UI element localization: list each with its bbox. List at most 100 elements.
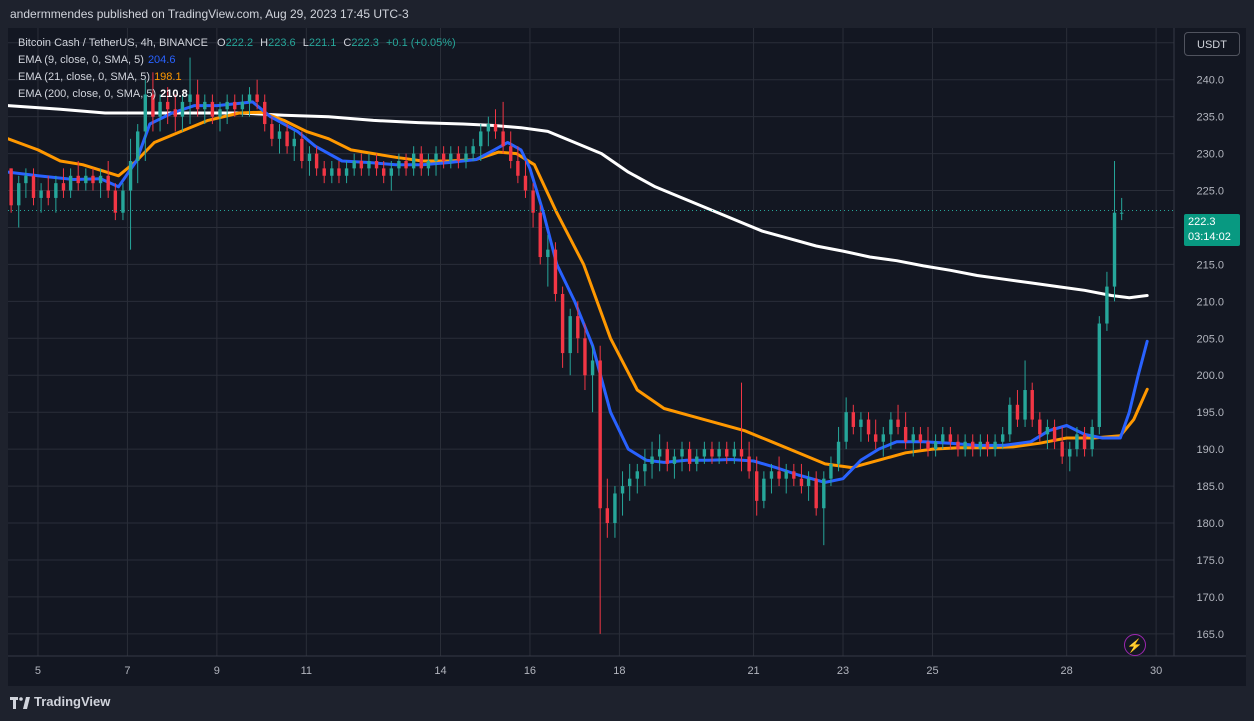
candle xyxy=(1112,160,1117,302)
ema21-label: EMA (21, close, 0, SMA, 5) xyxy=(18,71,151,83)
candle xyxy=(98,168,103,198)
candle xyxy=(493,109,498,139)
candle xyxy=(203,94,207,125)
candle xyxy=(24,168,28,198)
candle xyxy=(501,101,505,154)
candle xyxy=(851,404,856,435)
candle-body xyxy=(896,419,900,427)
candle-body xyxy=(158,101,162,117)
candle xyxy=(367,153,371,176)
candle xyxy=(948,426,953,450)
candle xyxy=(725,441,729,464)
candle xyxy=(784,463,788,494)
candle xyxy=(1045,419,1050,450)
candle-body xyxy=(1119,212,1124,214)
candle-body xyxy=(956,441,960,450)
candle-body xyxy=(762,478,766,501)
lightning-icon[interactable]: ⚡ xyxy=(1124,634,1146,656)
candle-body xyxy=(374,160,379,169)
ema21-row: EMA (21, close, 0, SMA, 5) 198.1 xyxy=(18,69,456,86)
candle xyxy=(836,426,841,472)
ema200-label: EMA (200, close, 0, SMA, 5) xyxy=(18,88,157,100)
candle-body xyxy=(635,471,639,479)
change-value: +0.1 (+0.05%) xyxy=(385,37,456,49)
candle-body xyxy=(568,316,572,354)
candle xyxy=(911,426,915,457)
candle xyxy=(531,183,535,228)
candle-body xyxy=(17,183,21,206)
candlestick-chart[interactable]: 165.0 170.0 175.0 180.0 185.0 190.0 195.0 200.0… xyxy=(8,28,1246,686)
candle-body xyxy=(918,434,923,442)
candle-body xyxy=(822,478,826,509)
candle xyxy=(263,94,267,132)
close-value: 222.3 xyxy=(351,37,379,49)
candle xyxy=(739,382,744,472)
candle-body xyxy=(747,456,751,472)
x-tick-label: 9 xyxy=(214,665,220,677)
candle-body xyxy=(851,412,856,427)
candle-body xyxy=(203,101,207,110)
y-tick-label: 175.0 xyxy=(1196,555,1224,567)
y-tick-label: 240.0 xyxy=(1196,75,1224,87)
candle-body xyxy=(493,124,498,132)
candle xyxy=(404,153,408,176)
candle-body xyxy=(218,109,222,117)
candle-body xyxy=(538,212,542,258)
candle-body xyxy=(889,419,893,435)
candle-body xyxy=(367,160,371,169)
y-tick-label: 180.0 xyxy=(1196,518,1224,530)
candle xyxy=(762,471,766,509)
candle-body xyxy=(151,94,155,117)
candle-body xyxy=(598,360,602,509)
candle-body xyxy=(381,168,386,176)
candle-body xyxy=(39,190,43,198)
candle-body xyxy=(933,441,938,450)
candle xyxy=(285,124,289,154)
candle-body xyxy=(620,486,625,494)
candle xyxy=(464,146,468,169)
candle-body xyxy=(829,463,833,479)
candle xyxy=(411,146,416,176)
candle xyxy=(873,419,878,450)
candle xyxy=(1023,360,1027,427)
candle-body xyxy=(680,449,684,457)
candle xyxy=(449,146,453,169)
candle xyxy=(314,146,319,176)
candle-body xyxy=(725,449,729,457)
tradingview-logo-icon xyxy=(10,696,30,709)
candle xyxy=(747,441,751,479)
candle xyxy=(397,153,401,176)
candle-body xyxy=(560,293,565,354)
candle-body xyxy=(1023,390,1027,420)
candle xyxy=(151,72,155,132)
y-tick-label: 235.0 xyxy=(1196,112,1224,124)
candle-body xyxy=(322,168,326,176)
candle-body xyxy=(98,175,103,184)
candle-body xyxy=(449,153,453,161)
candle-body xyxy=(121,190,125,213)
candle xyxy=(1075,426,1079,457)
candle xyxy=(434,146,438,176)
y-tick-label: 195.0 xyxy=(1196,407,1224,419)
candle-body xyxy=(456,153,461,161)
ema9-series xyxy=(8,100,1149,484)
candle-body xyxy=(300,138,304,161)
candle xyxy=(1090,419,1094,457)
x-tick-label: 28 xyxy=(1061,665,1073,677)
candle xyxy=(903,412,908,450)
candle xyxy=(143,79,148,161)
candle-body xyxy=(627,478,632,487)
candle xyxy=(889,412,893,450)
candle-body xyxy=(397,160,401,169)
candle xyxy=(1097,316,1102,435)
candle-body xyxy=(784,471,788,479)
candle-body xyxy=(1015,404,1020,420)
candle-body xyxy=(91,175,95,184)
ema9-value: 204.6 xyxy=(147,54,176,66)
chart-panel[interactable] xyxy=(8,28,1246,686)
candle xyxy=(710,441,714,464)
candle xyxy=(806,471,811,501)
candle-body xyxy=(613,493,617,524)
grid-lines xyxy=(8,28,1174,656)
currency-button[interactable]: USDT xyxy=(1184,32,1240,56)
